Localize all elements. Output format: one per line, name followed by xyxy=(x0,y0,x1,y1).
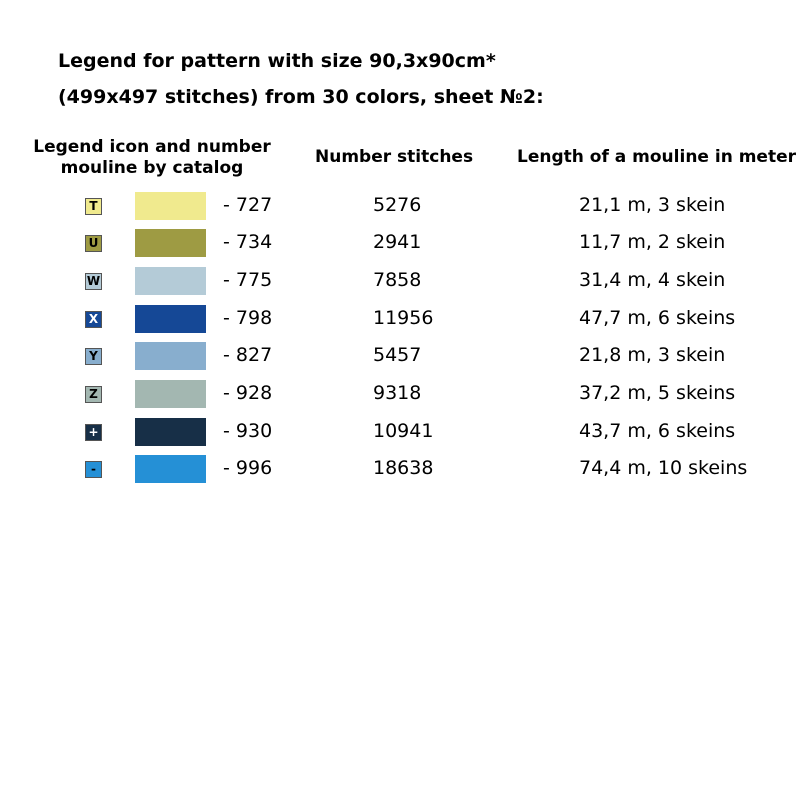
mouline-code: - 734 xyxy=(223,231,273,253)
mouline-length: 37,2 m, 5 skeins xyxy=(579,382,736,404)
color-swatch xyxy=(135,229,206,257)
legend-row: U - 734 2941 11,7 m, 2 skein xyxy=(0,228,800,258)
legend-row: - - 996 18638 74,4 m, 10 skeins xyxy=(0,454,800,484)
stitch-count: 18638 xyxy=(373,457,434,479)
stitch-count: 5457 xyxy=(373,344,422,366)
stitch-count: 10941 xyxy=(373,420,434,442)
symbol-icon: + xyxy=(85,424,102,441)
color-swatch xyxy=(135,192,206,220)
legend-row: X - 798 11956 47,7 m, 6 skeins xyxy=(0,304,800,334)
mouline-length: 21,1 m, 3 skein xyxy=(579,194,726,216)
legend-row: W - 775 7858 31,4 m, 4 skein xyxy=(0,266,800,296)
header-legend-icon: Legend icon and number mouline by catalo… xyxy=(22,137,282,179)
stitch-count: 11956 xyxy=(373,307,434,329)
legend-row: Z - 928 9318 37,2 m, 5 skeins xyxy=(0,379,800,409)
stitch-count: 5276 xyxy=(373,194,422,216)
legend-row: + - 930 10941 43,7 m, 6 skeins xyxy=(0,417,800,447)
mouline-code: - 798 xyxy=(223,307,273,329)
mouline-length: 74,4 m, 10 skeins xyxy=(579,457,748,479)
symbol-icon: Z xyxy=(85,386,102,403)
stitch-count: 9318 xyxy=(373,382,422,404)
mouline-length: 47,7 m, 6 skeins xyxy=(579,307,736,329)
mouline-length: 31,4 m, 4 skein xyxy=(579,269,726,291)
mouline-code: - 930 xyxy=(223,420,273,442)
header-length: Length of a mouline in meter xyxy=(517,147,796,167)
symbol-icon: U xyxy=(85,235,102,252)
symbol-icon: X xyxy=(85,311,102,328)
color-swatch xyxy=(135,380,206,408)
mouline-code: - 928 xyxy=(223,382,273,404)
stitch-count: 2941 xyxy=(373,231,422,253)
header-legend-line-1: Legend icon and number xyxy=(33,137,271,157)
legend-row: T - 727 5276 21,1 m, 3 skein xyxy=(0,191,800,221)
color-swatch xyxy=(135,267,206,295)
stitch-count: 7858 xyxy=(373,269,422,291)
mouline-code: - 996 xyxy=(223,457,273,479)
symbol-icon: - xyxy=(85,461,102,478)
symbol-icon: T xyxy=(85,198,102,215)
mouline-code: - 727 xyxy=(223,194,273,216)
color-swatch xyxy=(135,342,206,370)
symbol-icon: Y xyxy=(85,348,102,365)
color-swatch xyxy=(135,305,206,333)
legend-title-line-2: (499x497 stitches) from 30 colors, sheet… xyxy=(58,86,544,108)
mouline-code: - 775 xyxy=(223,269,273,291)
symbol-icon: W xyxy=(85,273,102,290)
color-swatch xyxy=(135,455,206,483)
legend-title-line-1: Legend for pattern with size 90,3x90cm* xyxy=(58,50,496,72)
color-swatch xyxy=(135,418,206,446)
mouline-length: 43,7 m, 6 skeins xyxy=(579,420,736,442)
header-number-stitches: Number stitches xyxy=(315,147,474,167)
header-legend-line-2: mouline by catalog xyxy=(60,158,244,178)
mouline-length: 11,7 m, 2 skein xyxy=(579,231,726,253)
legend-row: Y - 827 5457 21,8 m, 3 skein xyxy=(0,341,800,371)
mouline-code: - 827 xyxy=(223,344,273,366)
mouline-length: 21,8 m, 3 skein xyxy=(579,344,726,366)
